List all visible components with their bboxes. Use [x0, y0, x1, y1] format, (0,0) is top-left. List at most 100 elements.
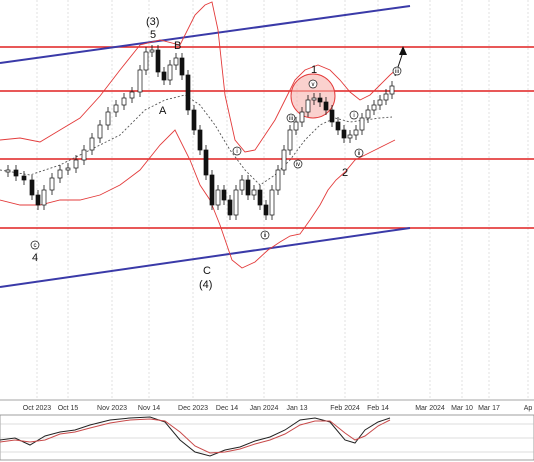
candle-body [121, 97, 127, 106]
candle-body [299, 111, 305, 123]
candle-body [105, 111, 111, 126]
svg-text:iii: iii [395, 69, 399, 75]
oscillator-line-2 [0, 418, 391, 454]
candle-body [323, 101, 329, 111]
candle-body [149, 49, 155, 53]
candle-body [29, 179, 35, 196]
date-tick-label: Dec 2023 [178, 405, 208, 412]
candle-body [239, 179, 245, 191]
date-tick-label: Feb 2024 [330, 405, 360, 412]
wave-label-1: 1 [311, 64, 317, 76]
candlesticks [5, 45, 395, 220]
wave-labels: (3) 5 B A C (4) 4 1 2 c i ii iii iv v i … [30, 16, 402, 291]
candle-body [341, 129, 347, 139]
candle-body [57, 169, 63, 179]
candle-body [203, 149, 209, 176]
candle-body [81, 149, 87, 161]
bollinger-upper [0, 1, 399, 153]
date-tick-label: Mar 10 [451, 405, 473, 412]
candle-body [365, 109, 371, 119]
candle-body [49, 177, 55, 191]
candle-body [129, 91, 135, 99]
date-tick-label: Ap [524, 405, 533, 412]
candle-body [233, 189, 239, 216]
bollinger-bands [0, 1, 399, 269]
svg-text:iv: iv [296, 162, 300, 168]
wave-label-3-paren: (3) [146, 16, 159, 28]
candle-body [197, 129, 203, 151]
candle-body [137, 69, 143, 93]
wave-label-2: 2 [342, 167, 348, 179]
candle-body [269, 189, 275, 216]
candle-body [257, 189, 263, 206]
candle-body [281, 149, 287, 171]
date-tick-label: Dec 14 [216, 405, 238, 412]
candle-body [155, 49, 161, 73]
date-tick-label: Jan 13 [286, 405, 307, 412]
candle-body [317, 97, 323, 103]
candle-body [275, 169, 281, 191]
wave-label-A: A [159, 105, 167, 117]
candle-body [359, 117, 365, 131]
candle-body [167, 64, 173, 81]
horizontal-levels [0, 46, 534, 229]
oscillator-panel [0, 414, 534, 461]
svg-text:v: v [312, 82, 315, 88]
circled-v-jan [308, 79, 318, 89]
date-tick-label: Nov 14 [138, 405, 160, 412]
svg-text:i: i [236, 149, 237, 155]
candle-body [73, 159, 79, 169]
candle-body [221, 189, 227, 201]
date-tick-label: Jan 2024 [250, 405, 279, 412]
wave-label-5: 5 [150, 29, 156, 41]
candle-body [173, 57, 179, 66]
candle-body [371, 104, 377, 111]
candle-body [293, 121, 299, 131]
channel-lower [0, 227, 411, 288]
svg-text:iii: iii [289, 116, 293, 122]
circled-c [30, 240, 40, 250]
candle-body [287, 129, 293, 151]
candle-body [65, 167, 71, 171]
candle-body [161, 71, 167, 81]
candle-body [89, 137, 95, 151]
candle-body [13, 169, 19, 177]
candle-body [335, 121, 341, 131]
circled-labels: c i ii iii iv v i ii iii [30, 66, 402, 250]
wave-label-B: B [174, 40, 181, 52]
date-tick-label: Mar 17 [478, 405, 500, 412]
channel-upper [0, 5, 411, 64]
candle-body [209, 174, 215, 206]
circled-ii-dec [260, 230, 270, 240]
candle-body [311, 97, 317, 101]
date-tick-label: Feb 14 [367, 405, 389, 412]
oscillator-line-1 [0, 416, 391, 457]
grid-lines [36, 0, 529, 400]
wave-label-4: 4 [32, 252, 38, 264]
candle-body [245, 179, 251, 196]
svg-text:i: i [353, 113, 354, 119]
candle-body [35, 194, 41, 206]
candle-body [353, 129, 359, 136]
candle-body [113, 104, 119, 113]
candle-body [227, 199, 233, 216]
candle-body [263, 204, 269, 216]
date-axis-ticks: Oct 2023 Oct 15 Nov 2023 Nov 14 Dec 2023 Dec … [23, 405, 533, 412]
circled-i-dec [232, 146, 242, 156]
candle-body [5, 169, 11, 173]
candle-body [383, 93, 389, 101]
candle-body [97, 124, 103, 139]
candle-body [377, 99, 383, 106]
candle-body [185, 74, 191, 111]
channel-lines [0, 5, 411, 288]
candle-body [179, 57, 185, 76]
wave-label-C: C [203, 265, 211, 277]
candle-body [215, 189, 221, 206]
circled-iii-jan [286, 113, 296, 123]
candle-body [389, 85, 395, 95]
date-tick-label: Mar 2024 [415, 405, 445, 412]
svg-text:ii: ii [264, 233, 267, 239]
candle-body [329, 109, 335, 123]
circled-ii-feb [354, 148, 364, 158]
